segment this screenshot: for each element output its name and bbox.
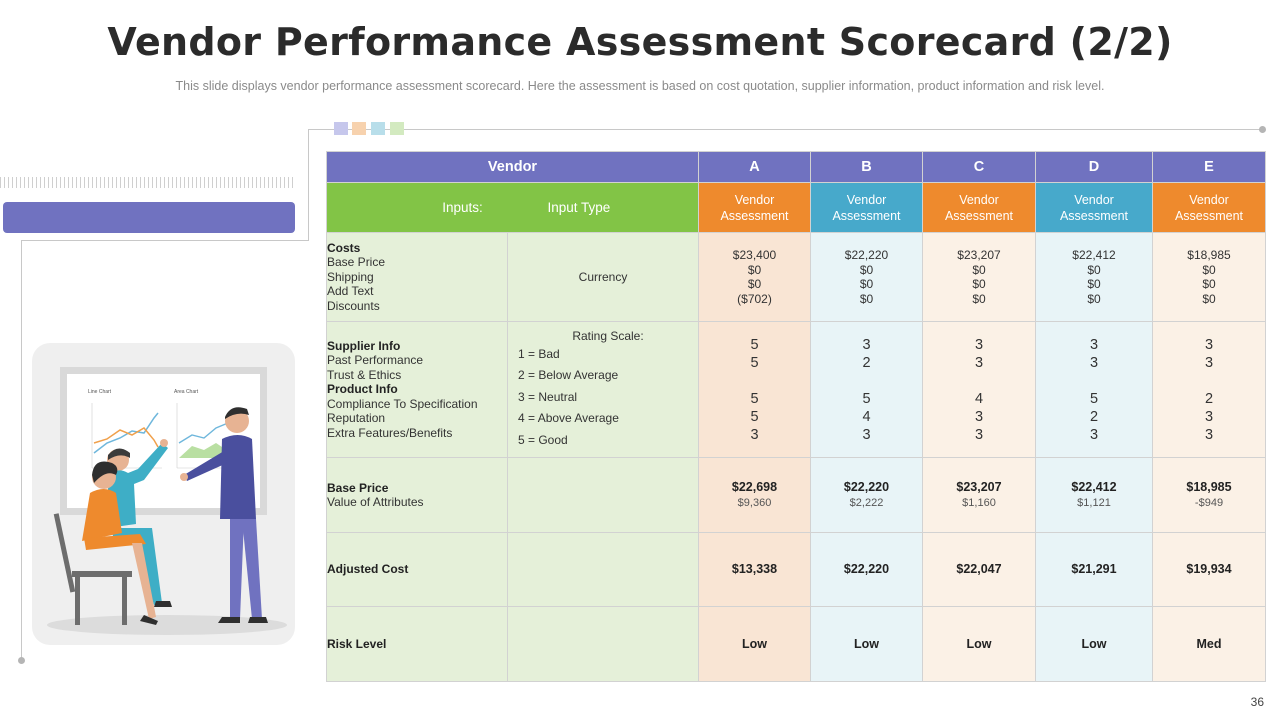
meeting-illustration: Line Chart Area Chart [32, 343, 295, 645]
left-connector-line [21, 240, 309, 241]
board-title-left: Line Chart [88, 389, 112, 395]
rating-scale: Rating Scale: 1 = Bad 2 = Below Average … [507, 321, 699, 458]
vendor-b-assessment-label: Vendor Assessment [810, 182, 923, 233]
vendor-b-header: B [810, 151, 923, 183]
deco-square-blue [371, 122, 385, 135]
base-price-labels: Base Price Value of Attributes [326, 457, 508, 533]
vendor-a-risk: Low [698, 606, 811, 682]
vendor-c-header: C [922, 151, 1036, 183]
deco-square-orange [352, 122, 366, 135]
risk-level-row: Risk Level Low Low Low Low Med [326, 606, 1266, 682]
vendor-c-costs: $23,207 $0 $0 $0 [922, 232, 1036, 322]
deco-square-green [390, 122, 404, 135]
rating-5: 5 = Good [518, 432, 568, 447]
vendor-e-risk: Med [1152, 606, 1266, 682]
accent-bar [3, 202, 295, 233]
vendor-b-base-price: $22,220 $2,222 [810, 457, 923, 533]
adjusted-cost-label: Adjusted Cost [326, 532, 508, 607]
vendor-d-header: D [1035, 151, 1153, 183]
input-type-label: Input Type [547, 199, 611, 215]
risk-level-label: Risk Level [326, 606, 508, 682]
rating-scale-title: Rating Scale: [572, 328, 644, 343]
vendor-c-base-price: $23,207 $1,160 [922, 457, 1036, 533]
presentation-illustration-svg: Line Chart Area Chart [47, 367, 287, 635]
base-price-input-type [507, 457, 699, 533]
vendor-a-adjusted-cost: $13,338 [698, 532, 811, 607]
vendor-e-header: E [1152, 151, 1266, 183]
vendor-d-base-price: $22,412 $1,121 [1035, 457, 1153, 533]
vendor-b-adjusted-cost: $22,220 [810, 532, 923, 607]
vendor-d-adjusted-cost: $21,291 [1035, 532, 1153, 607]
vendor-a-header: A [698, 151, 811, 183]
base-price-row: Base Price Value of Attributes $22,698 $9… [326, 457, 1266, 533]
costs-input-type: Currency [507, 232, 699, 322]
supplier-row: Supplier Info Past Performance Trust & E… [326, 321, 1266, 458]
inputs-label: Inputs: [442, 199, 483, 215]
costs-labels: Costs Base Price Shipping Add Text Disco… [326, 232, 508, 322]
vendor-e-costs: $18,985 $0 $0 $0 [1152, 232, 1266, 322]
vendor-a-costs: $23,400 $0 $0 ($702) [698, 232, 811, 322]
connector-bottom-dot [18, 657, 25, 664]
top-connector-line [308, 129, 1262, 130]
connector-end-dot [1259, 126, 1266, 133]
vendor-a-base-price: $22,698 $9,360 [698, 457, 811, 533]
vendor-e-base-price: $18,985 -$949 [1152, 457, 1266, 533]
vendor-d-assessment-label: Vendor Assessment [1035, 182, 1153, 233]
supplier-labels: Supplier Info Past Performance Trust & E… [326, 321, 508, 458]
rating-4: 4 = Above Average [518, 411, 619, 426]
vendor-header-label: Vendor [326, 151, 699, 183]
board-title-right: Area Chart [174, 389, 199, 395]
page-title: Vendor Performance Assessment Scorecard … [107, 20, 1173, 64]
left-vertical-line [21, 240, 22, 660]
rating-2: 2 = Below Average [518, 368, 619, 383]
vendor-e-assessment-label: Vendor Assessment [1152, 182, 1266, 233]
top-connector-drop [308, 129, 309, 240]
costs-row: Costs Base Price Shipping Add Text Disco… [326, 232, 1266, 322]
vendor-d-risk: Low [1035, 606, 1153, 682]
input-header-row: Inputs: Input Type Vendor Assessment Vendo… [326, 182, 1266, 233]
vendor-d-costs: $22,412 $0 $0 $0 [1035, 232, 1153, 322]
vendor-b-risk: Low [810, 606, 923, 682]
vendor-c-adjusted-cost: $22,047 [922, 532, 1036, 607]
deco-square-purple [334, 122, 348, 135]
vendor-b-costs: $22,220 $0 $0 $0 [810, 232, 923, 322]
tick-decoration [0, 177, 295, 188]
vendor-c-risk: Low [922, 606, 1036, 682]
page-number: 36 [1250, 695, 1264, 709]
vendor-header-row: Vendor A B C D E [326, 151, 1266, 183]
risk-level-input-type [507, 606, 699, 682]
rating-1: 1 = Bad [518, 346, 560, 361]
rating-3: 3 = Neutral [518, 389, 578, 404]
vendor-c-assessment-label: Vendor Assessment [922, 182, 1036, 233]
vendor-e-adjusted-cost: $19,934 [1152, 532, 1266, 607]
adjusted-cost-input-type [507, 532, 699, 607]
inputs-header-cell: Inputs: Input Type [326, 182, 699, 233]
page-subtitle: This slide displays vendor performance a… [175, 79, 1105, 93]
scorecard-table: Vendor A B C D E Inputs: Input Type Vendo… [326, 151, 1266, 682]
adjusted-cost-row: Adjusted Cost $13,338 $22,220 $22,047 $2… [326, 532, 1266, 607]
vendor-a-assessment-label: Vendor Assessment [698, 182, 811, 233]
